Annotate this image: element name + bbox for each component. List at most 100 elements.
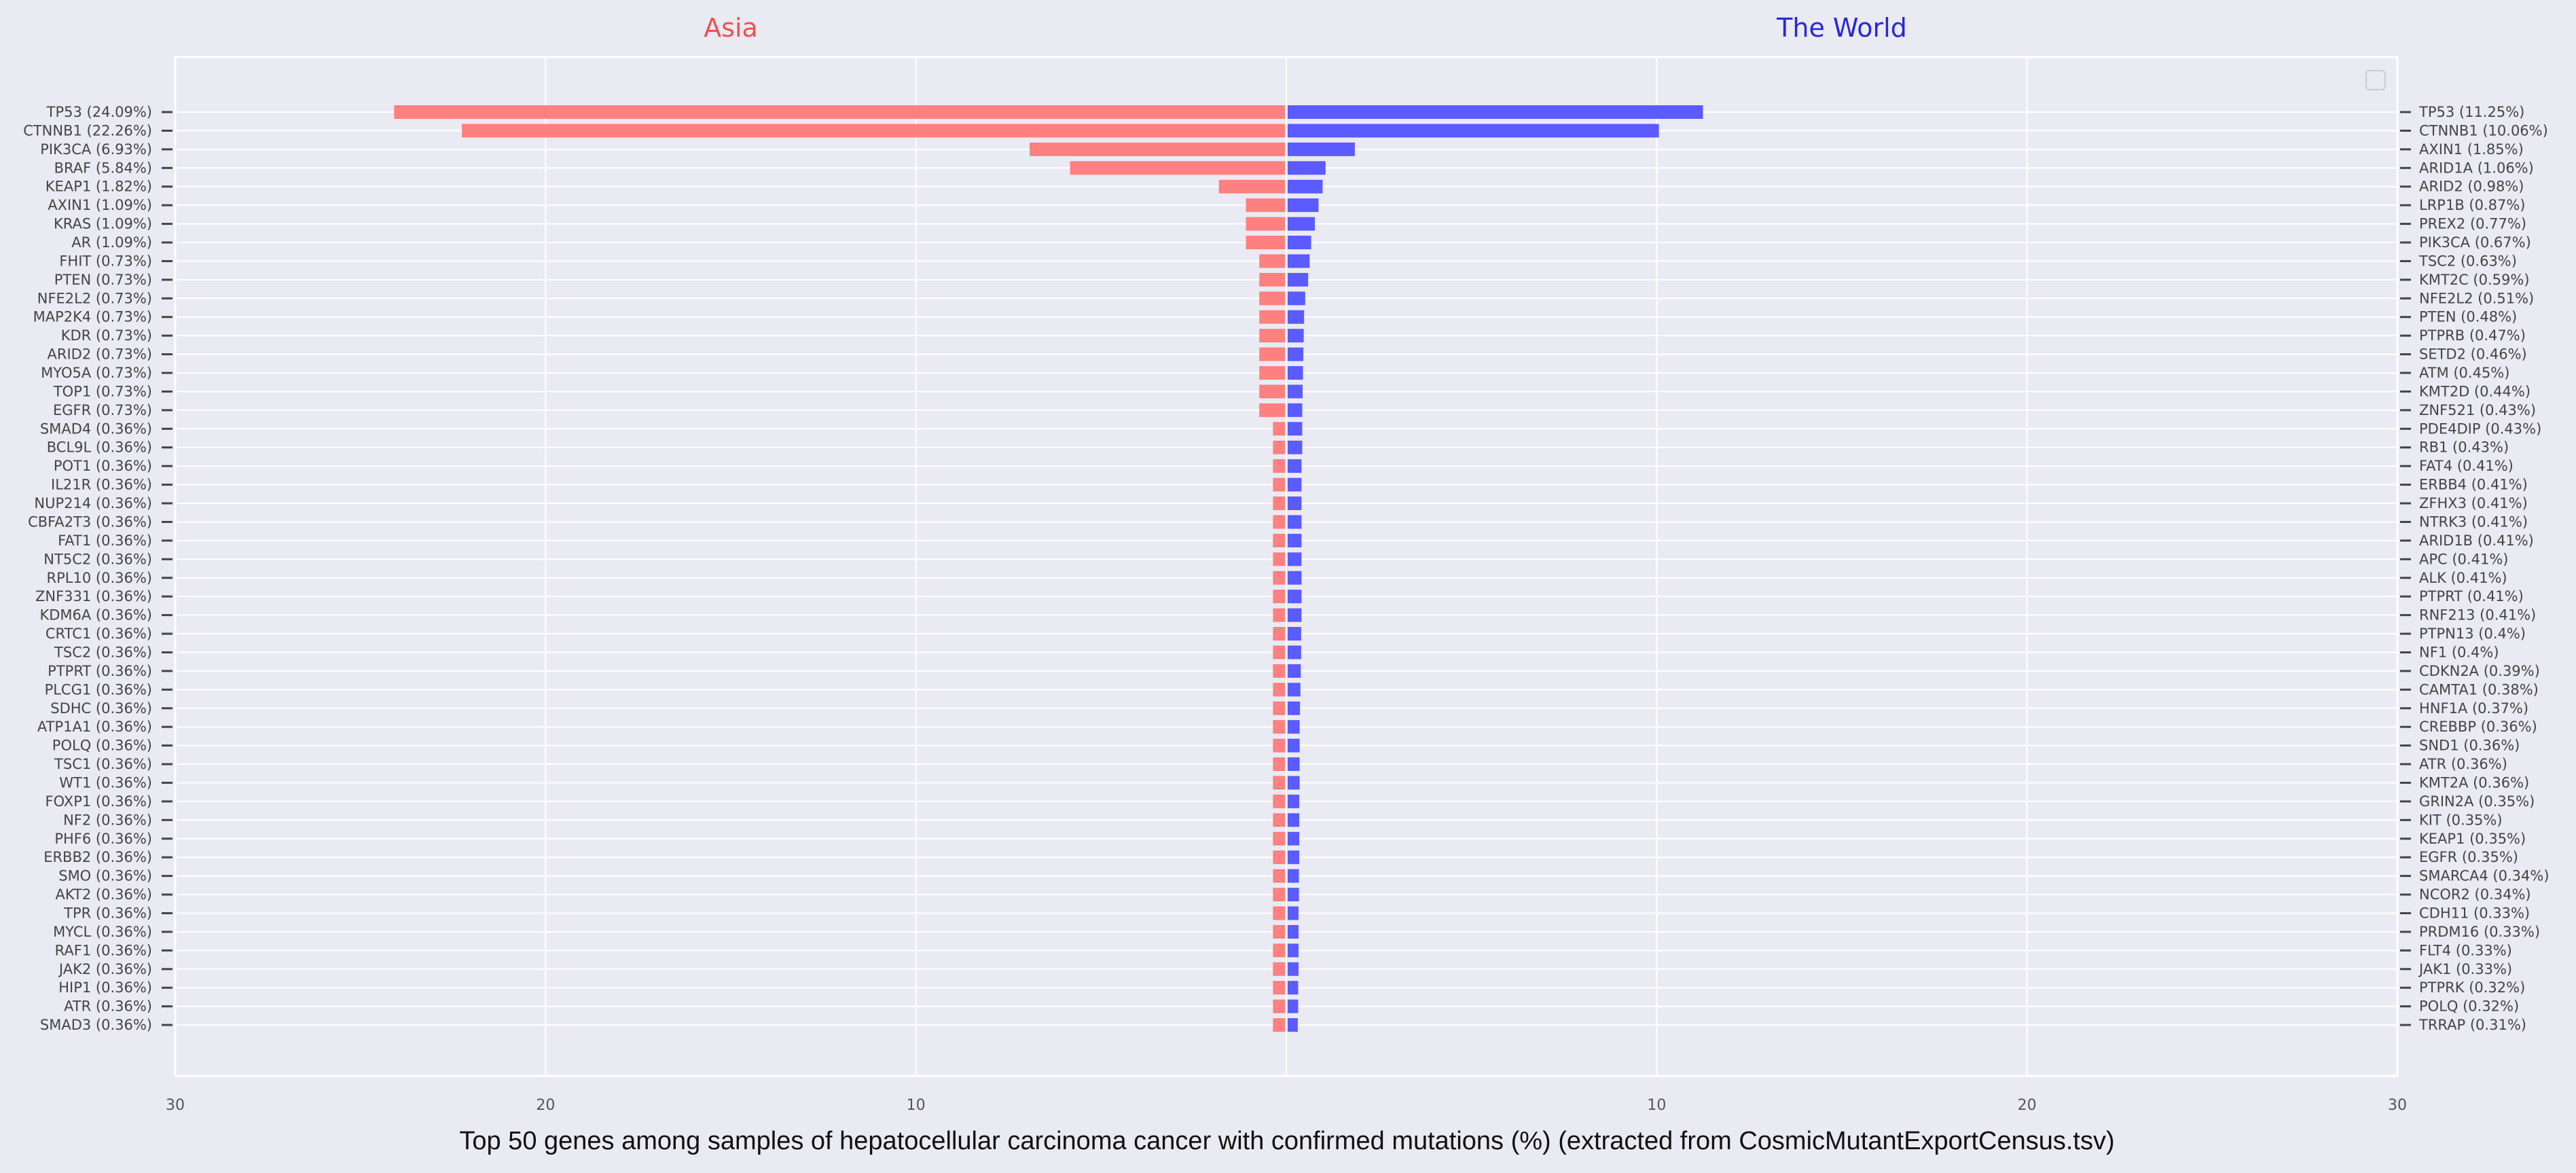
world-category-label: TRRAP (0.31%) [2418, 1017, 2526, 1033]
world-bars [1288, 105, 1703, 1032]
world-category-label: ZNF521 (0.43%) [2419, 402, 2536, 418]
world-bar [1288, 608, 1302, 622]
world-bar [1288, 497, 1302, 511]
asia-bar [1273, 422, 1285, 436]
asia-bar [1273, 981, 1285, 995]
asia-bar [1259, 403, 1285, 417]
world-category-label: PTPN13 (0.4%) [2419, 626, 2526, 642]
world-bar [1288, 571, 1302, 585]
asia-bar [1273, 869, 1285, 883]
world-category-label: NTRK3 (0.41%) [2419, 513, 2528, 530]
asia-category-label: TPR (0.36%) [63, 905, 152, 921]
world-category-label: KEAP1 (0.35%) [2419, 831, 2526, 847]
world-category-label: ARID1B (0.41%) [2419, 533, 2534, 549]
asia-category-label: HIP1 (0.36%) [58, 979, 152, 996]
world-bar [1288, 627, 1301, 641]
asia-bar [1273, 459, 1285, 473]
world-category-label: TSC2 (0.63%) [2418, 253, 2517, 269]
asia-category-label: MYCL (0.36%) [53, 924, 152, 940]
asia-bar [1273, 831, 1285, 846]
world-category-label: ATR (0.36%) [2419, 756, 2507, 772]
world-bar [1288, 757, 1300, 772]
world-bar [1288, 645, 1301, 660]
world-category-label: AXIN1 (1.85%) [2419, 141, 2524, 158]
world-category-label: GRIN2A (0.35%) [2419, 793, 2535, 810]
asia-bar [1273, 962, 1285, 976]
asia-bar [1273, 776, 1285, 790]
asia-category-label: TSC1 (0.36%) [54, 756, 152, 772]
asia-bar [1246, 198, 1285, 213]
world-bar [1288, 254, 1310, 268]
asia-category-label: PHF6 (0.36%) [54, 831, 152, 847]
world-bar [1288, 794, 1300, 808]
asia-category-label: PLCG1 (0.36%) [45, 681, 152, 698]
asia-category-label: TOP1 (0.73%) [53, 383, 152, 399]
world-category-label: PTPRT (0.41%) [2419, 588, 2524, 604]
asia-category-label: ARID2 (0.73%) [48, 346, 152, 363]
world-bar [1288, 142, 1355, 156]
asia-bar [1218, 179, 1285, 194]
world-bar [1288, 236, 1311, 250]
asia-category-label: ERBB2 (0.36%) [43, 849, 152, 865]
series-title-asia: Asia [704, 13, 758, 43]
asia-bar [1246, 236, 1285, 250]
world-bar [1288, 590, 1302, 604]
world-bar [1288, 1018, 1298, 1032]
asia-category-label: ATP1A1 (0.36%) [37, 719, 152, 735]
world-bar [1288, 310, 1305, 324]
asia-bar [1259, 310, 1285, 324]
asia-category-label: CTNNB1 (22.26%) [23, 122, 152, 139]
world-bar [1288, 329, 1304, 343]
world-bar [1288, 813, 1300, 827]
asia-bar [1273, 906, 1285, 920]
asia-category-label: CRTC1 (0.36%) [46, 626, 152, 642]
x-tick-label: 20 [2018, 1097, 2037, 1114]
world-bar [1288, 850, 1300, 865]
world-category-label: PRDM16 (0.33%) [2419, 924, 2540, 940]
asia-category-label: SDHC (0.36%) [50, 700, 152, 717]
world-bar [1288, 217, 1315, 231]
world-bar [1288, 124, 1659, 138]
asia-bar [1273, 627, 1285, 641]
asia-category-label: AR (1.09%) [71, 234, 152, 251]
asia-bar [1273, 477, 1285, 492]
asia-bar [1259, 329, 1285, 343]
asia-bar [1259, 366, 1285, 380]
asia-bar [1246, 217, 1285, 231]
asia-labels: TP53 (24.09%) CTNNB1 (22.26%) PIK3CA (6.93… [23, 104, 173, 1033]
world-bar [1288, 683, 1301, 697]
world-bar [1288, 366, 1303, 380]
world-bar [1288, 384, 1303, 399]
world-category-label: CDKN2A (0.39%) [2419, 663, 2540, 679]
asia-bar [1273, 850, 1285, 865]
world-category-label: KMT2A (0.36%) [2419, 774, 2529, 791]
asia-category-label: KDR (0.73%) [61, 327, 152, 344]
asia-category-label: FAT1 (0.36%) [58, 533, 152, 549]
asia-category-label: BCL9L (0.36%) [47, 439, 152, 456]
asia-bar [1273, 440, 1285, 454]
world-category-label: TP53 (11.25%) [2418, 104, 2524, 120]
asia-category-label: ATR (0.36%) [64, 998, 152, 1015]
asia-bar [1259, 254, 1285, 268]
asia-category-label: NUP214 (0.36%) [34, 495, 152, 511]
world-category-label: SND1 (0.36%) [2419, 738, 2520, 754]
asia-category-label: KDM6A (0.36%) [39, 607, 152, 624]
world-bar [1288, 533, 1302, 547]
asia-category-label: MYO5A (0.73%) [41, 365, 152, 381]
world-bar [1288, 962, 1299, 976]
world-category-label: KMT2D (0.44%) [2419, 383, 2530, 399]
asia-bar [1259, 272, 1285, 287]
world-category-label: PTPRB (0.47%) [2419, 327, 2526, 344]
x-tick-label: 10 [907, 1097, 926, 1114]
asia-category-label: RPL10 (0.36%) [47, 570, 152, 586]
asia-bar [1259, 384, 1285, 399]
legend-box [2365, 70, 2386, 90]
world-category-label: SETD2 (0.46%) [2419, 346, 2527, 363]
asia-bar [1030, 142, 1285, 156]
asia-bar [1259, 291, 1285, 306]
world-category-label: POLQ (0.32%) [2419, 998, 2519, 1015]
asia-category-label: AKT2 (0.36%) [56, 886, 152, 903]
asia-category-label: AXIN1 (1.09%) [48, 197, 152, 213]
